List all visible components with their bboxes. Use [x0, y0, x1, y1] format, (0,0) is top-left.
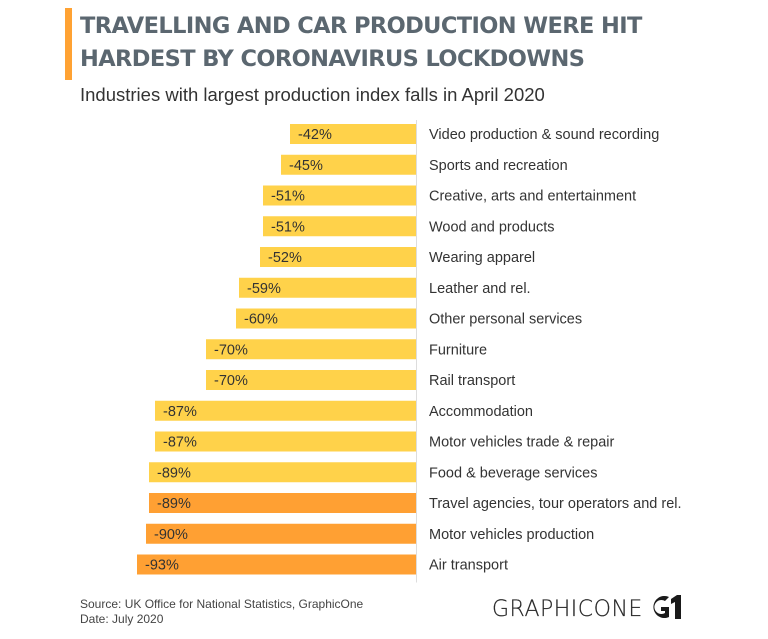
- bar-value-label: -52%: [268, 250, 302, 266]
- bar-value-label: -51%: [271, 189, 305, 205]
- bar-value-label: -45%: [289, 158, 323, 174]
- bar-value-label: -87%: [163, 404, 197, 420]
- g1-logo-icon: [649, 594, 683, 625]
- bar-7: [236, 308, 416, 329]
- chart-subtitle: Industries with largest production index…: [80, 84, 545, 105]
- bar-3: [263, 185, 416, 206]
- category-label: Food & beverage services: [429, 465, 597, 481]
- bar-value-label: -70%: [214, 342, 248, 358]
- bar-value-label: -89%: [157, 496, 191, 512]
- bar-13: [149, 493, 416, 513]
- bar-6: [239, 277, 416, 298]
- bar-value-label: -60%: [244, 312, 278, 328]
- bar-value-label: -89%: [157, 465, 191, 481]
- bar-9: [206, 370, 416, 390]
- source-note: Source: UK Office for National Statistic…: [80, 597, 364, 611]
- logo-wordmark: GRAPHICONE: [492, 597, 643, 622]
- bar-10: [155, 400, 416, 421]
- bar-value-label: -70%: [214, 373, 248, 389]
- bar-4: [263, 216, 416, 237]
- title-accent-bar: [65, 8, 72, 80]
- category-label: Rail transport: [429, 373, 515, 389]
- chart-title: TRAVELLING AND CAR PRODUCTION WERE HIT H…: [80, 10, 680, 76]
- bar-value-label: -51%: [271, 219, 305, 235]
- category-label: Sports and recreation: [429, 158, 568, 174]
- footer-notes: Source: UK Office for National Statistic…: [80, 597, 363, 627]
- bar-value-label: -90%: [154, 527, 188, 543]
- category-label: Wood and products: [429, 219, 554, 235]
- bars-group: -42% Video production & sound recording -4…: [137, 124, 682, 575]
- category-label: Air transport: [429, 558, 508, 574]
- category-label: Motor vehicles trade & repair: [429, 435, 615, 451]
- bar-11: [155, 431, 416, 452]
- category-label: Creative, arts and entertainment: [429, 189, 636, 205]
- category-label: Travel agencies, tour operators and rel.: [429, 496, 682, 512]
- category-label: Other personal services: [429, 312, 582, 328]
- title-line-2: HARDEST BY CORONAVIRUS LOCKDOWNS: [80, 46, 585, 72]
- category-label: Furniture: [429, 342, 487, 358]
- category-label: Leather and rel.: [429, 281, 531, 297]
- bar-value-label: -42%: [298, 127, 332, 143]
- category-label: Wearing apparel: [429, 250, 535, 266]
- bar-value-label: -59%: [247, 281, 281, 297]
- bar-8: [206, 339, 416, 360]
- category-label: Motor vehicles production: [429, 527, 594, 543]
- bar-5: [260, 247, 416, 267]
- bar-14: [146, 523, 416, 544]
- bar-2: [281, 154, 416, 175]
- title-line-1: TRAVELLING AND CAR PRODUCTION WERE HIT: [80, 13, 642, 39]
- category-label: Accommodation: [429, 404, 533, 420]
- bar-value-label: -93%: [145, 558, 179, 574]
- bar-15: [137, 554, 416, 575]
- category-label: Video production & sound recording: [429, 127, 659, 143]
- bar-12: [149, 462, 416, 483]
- graphicone-logo: GRAPHICONE: [492, 594, 683, 625]
- date-note: Date: July 2020: [80, 612, 164, 626]
- bar-value-label: -87%: [163, 435, 197, 451]
- bar-1: [290, 124, 416, 144]
